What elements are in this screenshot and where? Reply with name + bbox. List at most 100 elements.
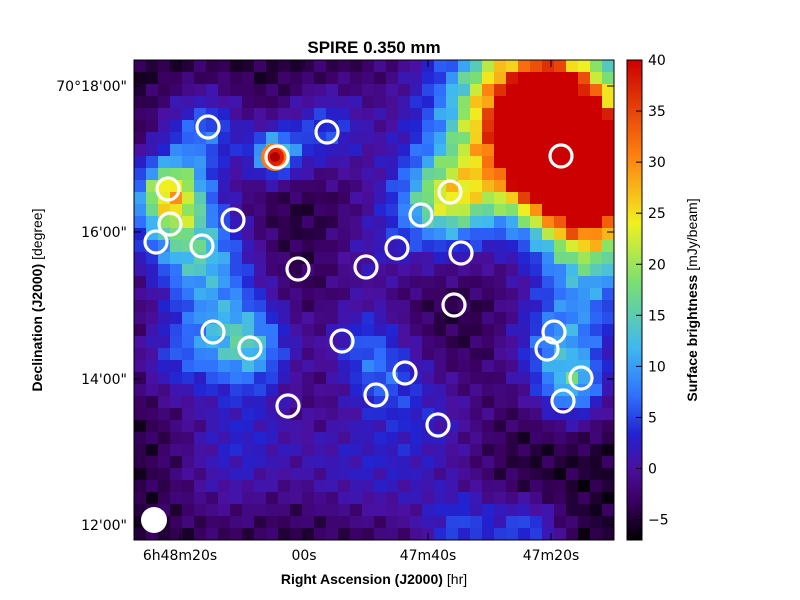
map-pixel bbox=[218, 192, 231, 205]
map-pixel bbox=[338, 252, 351, 265]
map-pixel bbox=[374, 360, 387, 373]
map-pixel bbox=[458, 480, 471, 493]
map-pixel bbox=[314, 108, 327, 121]
map-pixel bbox=[302, 180, 315, 193]
map-pixel bbox=[542, 384, 555, 397]
map-pixel bbox=[254, 468, 267, 481]
map-pixel bbox=[134, 372, 147, 385]
map-pixel bbox=[494, 408, 507, 421]
y-tick-label: 70°18'00" bbox=[56, 79, 127, 95]
map-pixel bbox=[398, 192, 411, 205]
map-pixel bbox=[362, 108, 375, 121]
colorbar-tick-label: 15 bbox=[648, 308, 666, 324]
map-pixel bbox=[518, 492, 531, 505]
map-pixel bbox=[386, 168, 399, 181]
map-pixel bbox=[338, 312, 351, 325]
map-pixel bbox=[554, 300, 567, 313]
map-pixel bbox=[218, 156, 231, 169]
map-pixel bbox=[278, 300, 291, 313]
map-pixel bbox=[494, 480, 507, 493]
map-pixel bbox=[542, 456, 555, 469]
map-pixel bbox=[350, 372, 363, 385]
map-pixel bbox=[266, 228, 279, 241]
map-pixel bbox=[554, 132, 567, 145]
map-pixel bbox=[374, 228, 387, 241]
map-pixel bbox=[554, 396, 567, 409]
map-pixel bbox=[254, 396, 267, 409]
source-marker-ring bbox=[220, 207, 246, 233]
map-pixel bbox=[326, 408, 339, 421]
map-pixel bbox=[158, 480, 171, 493]
map-pixel bbox=[182, 528, 195, 540]
map-pixel bbox=[398, 432, 411, 445]
map-pixel bbox=[410, 504, 423, 517]
map-pixel bbox=[146, 288, 159, 301]
map-pixel bbox=[314, 240, 327, 253]
map-pixel bbox=[482, 420, 495, 433]
map-pixel bbox=[350, 312, 363, 325]
map-pixel bbox=[182, 192, 195, 205]
map-pixel bbox=[518, 264, 531, 277]
map-pixel bbox=[578, 240, 591, 253]
map-pixel bbox=[230, 108, 243, 121]
map-pixel bbox=[410, 264, 423, 277]
map-pixel bbox=[506, 264, 519, 277]
map-pixel bbox=[434, 492, 447, 505]
map-pixel bbox=[146, 168, 159, 181]
map-pixel bbox=[590, 108, 603, 121]
map-pixel bbox=[542, 492, 555, 505]
map-pixel bbox=[362, 408, 375, 421]
map-pixel bbox=[374, 312, 387, 325]
map-pixel bbox=[506, 480, 519, 493]
map-pixel bbox=[254, 420, 267, 433]
map-pixel bbox=[434, 96, 447, 109]
map-pixel bbox=[542, 432, 555, 445]
map-pixel bbox=[194, 480, 207, 493]
map-pixel bbox=[602, 192, 614, 205]
map-pixel bbox=[566, 132, 579, 145]
source-marker-ring bbox=[275, 393, 301, 419]
map-pixel bbox=[494, 168, 507, 181]
map-pixel bbox=[398, 132, 411, 145]
map-pixel bbox=[542, 192, 555, 205]
map-pixel bbox=[410, 132, 423, 145]
map-pixel bbox=[302, 168, 315, 181]
map-pixel bbox=[506, 492, 519, 505]
map-pixel bbox=[302, 108, 315, 121]
source-marker-ring bbox=[408, 202, 434, 228]
map-pixel bbox=[146, 216, 159, 229]
map-pixel bbox=[434, 468, 447, 481]
map-pixel bbox=[446, 516, 459, 529]
map-pixel bbox=[266, 504, 279, 517]
map-pixel bbox=[278, 324, 291, 337]
map-pixel bbox=[362, 504, 375, 517]
map-pixel bbox=[218, 84, 231, 97]
map-pixel bbox=[134, 480, 147, 493]
map-pixel bbox=[146, 72, 159, 85]
map-pixel bbox=[362, 288, 375, 301]
map-pixel bbox=[182, 504, 195, 517]
map-pixel bbox=[518, 144, 531, 157]
map-pixel bbox=[446, 480, 459, 493]
map-pixel bbox=[290, 324, 303, 337]
map-pixel bbox=[362, 324, 375, 337]
map-pixel bbox=[242, 144, 255, 157]
map-pixel bbox=[206, 60, 219, 73]
map-pixel bbox=[554, 492, 567, 505]
map-pixel bbox=[410, 120, 423, 133]
map-pixel bbox=[326, 480, 339, 493]
map-pixel bbox=[530, 264, 543, 277]
map-pixel bbox=[338, 216, 351, 229]
map-pixel bbox=[590, 120, 603, 133]
map-pixel bbox=[326, 312, 339, 325]
map-pixel bbox=[530, 204, 543, 217]
map-pixel bbox=[374, 324, 387, 337]
map-pixel bbox=[374, 84, 387, 97]
map-pixel bbox=[518, 156, 531, 169]
map-pixel bbox=[254, 132, 267, 145]
map-pixel bbox=[374, 408, 387, 421]
map-pixel bbox=[446, 228, 459, 241]
map-pixel bbox=[206, 420, 219, 433]
map-pixel bbox=[194, 84, 207, 97]
map-pixel bbox=[386, 132, 399, 145]
